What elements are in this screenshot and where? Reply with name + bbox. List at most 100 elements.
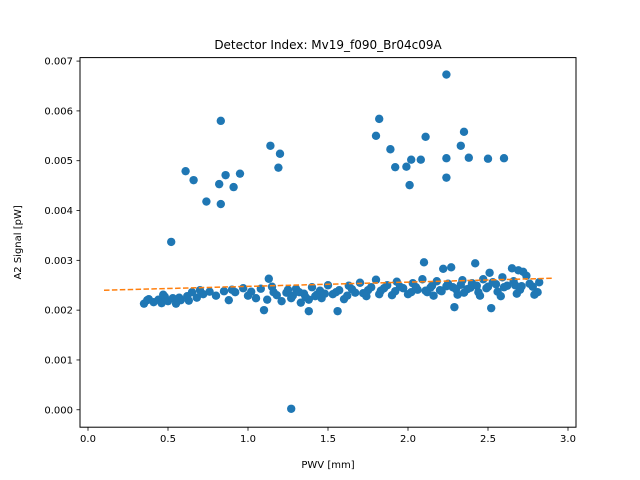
x-tick-label: 3.0 <box>560 434 576 445</box>
data-point <box>459 127 469 137</box>
data-point <box>216 199 225 209</box>
data-point <box>375 290 384 299</box>
data-point <box>320 289 329 298</box>
data-point <box>259 305 269 315</box>
data-point <box>391 162 400 172</box>
data-point <box>429 291 438 300</box>
data-point <box>159 290 168 299</box>
data-point <box>295 288 304 297</box>
data-point <box>472 281 481 290</box>
data-point <box>464 153 473 162</box>
data-point <box>227 285 237 294</box>
y-tick-label: 0.001 <box>44 355 73 366</box>
x-tick-label: 0.0 <box>80 434 96 445</box>
data-layer <box>103 70 553 413</box>
data-point <box>311 292 320 301</box>
data-point <box>189 175 198 185</box>
data-point <box>202 197 211 206</box>
data-point <box>535 278 544 287</box>
data-point <box>507 264 517 273</box>
data-point <box>287 404 296 413</box>
y-axis-label: A2 Signal [pW] <box>13 205 24 279</box>
data-point <box>475 291 485 300</box>
data-point <box>407 155 416 164</box>
data-point <box>442 173 451 182</box>
data-point <box>442 282 451 291</box>
x-axis-label: PWV [mm] <box>301 460 354 471</box>
data-point <box>517 282 526 291</box>
data-point <box>215 179 224 189</box>
data-point <box>479 275 488 284</box>
data-point <box>391 287 400 296</box>
data-point <box>402 162 411 171</box>
data-point <box>419 258 429 267</box>
data-point <box>499 154 509 163</box>
data-point <box>274 163 283 172</box>
data-point <box>205 287 214 296</box>
data-point <box>522 271 531 280</box>
data-point <box>343 291 352 300</box>
data-point <box>421 132 430 141</box>
data-point <box>511 281 520 290</box>
data-point <box>421 286 430 295</box>
y-tick-label: 0.003 <box>44 256 73 267</box>
data-point <box>181 166 190 176</box>
data-point <box>386 145 395 154</box>
data-point <box>143 295 152 305</box>
data-point <box>471 259 480 268</box>
fit-line <box>103 277 553 291</box>
data-point <box>219 287 229 296</box>
data-point <box>525 279 534 288</box>
chart-title: Detector Index: Mv19_f090_Br04c09A <box>214 38 442 52</box>
y-tick-label: 0.004 <box>44 206 73 217</box>
data-point <box>407 288 416 297</box>
data-point <box>275 149 285 158</box>
data-point <box>224 295 233 305</box>
data-point <box>435 286 445 295</box>
data-point <box>277 296 286 306</box>
data-point <box>157 298 166 308</box>
data-point <box>184 296 193 305</box>
data-point <box>491 280 501 289</box>
data-point <box>485 268 494 277</box>
y-tick-label: 0.000 <box>44 405 73 416</box>
data-point <box>296 298 305 307</box>
data-point <box>167 237 176 247</box>
data-point <box>175 293 184 302</box>
data-point <box>379 284 389 293</box>
data-point <box>447 263 456 272</box>
data-point <box>466 283 475 292</box>
x-axis: 0.0 0.5 1.0 1.5 2.0 2.5 3.0 <box>80 427 576 445</box>
data-point <box>371 275 381 284</box>
data-point <box>192 293 201 302</box>
data-point <box>487 303 496 313</box>
data-point <box>496 292 505 301</box>
x-tick-label: 1.0 <box>240 434 256 445</box>
data-point <box>482 284 491 293</box>
data-point <box>263 295 272 304</box>
data-point <box>405 180 414 190</box>
data-point <box>442 154 451 163</box>
data-point <box>221 170 230 180</box>
data-point <box>229 182 238 192</box>
y-tick-label: 0.007 <box>44 57 73 68</box>
data-point <box>450 302 459 312</box>
data-point <box>439 264 448 273</box>
data-point <box>459 288 469 297</box>
data-point <box>264 274 273 283</box>
data-point <box>442 70 451 79</box>
data-point <box>530 290 539 299</box>
data-point <box>211 291 221 300</box>
data-point <box>304 306 313 316</box>
x-tick-label: 2.0 <box>400 434 416 445</box>
data-point <box>331 288 341 297</box>
data-point <box>416 155 425 164</box>
data-point <box>375 114 384 124</box>
y-tick-label: 0.002 <box>44 306 73 317</box>
data-point <box>235 169 245 178</box>
data-point <box>187 288 197 297</box>
data-point <box>456 141 465 150</box>
x-tick-label: 0.5 <box>160 434 176 445</box>
data-point <box>269 288 278 297</box>
x-tick-label: 1.5 <box>320 434 336 445</box>
